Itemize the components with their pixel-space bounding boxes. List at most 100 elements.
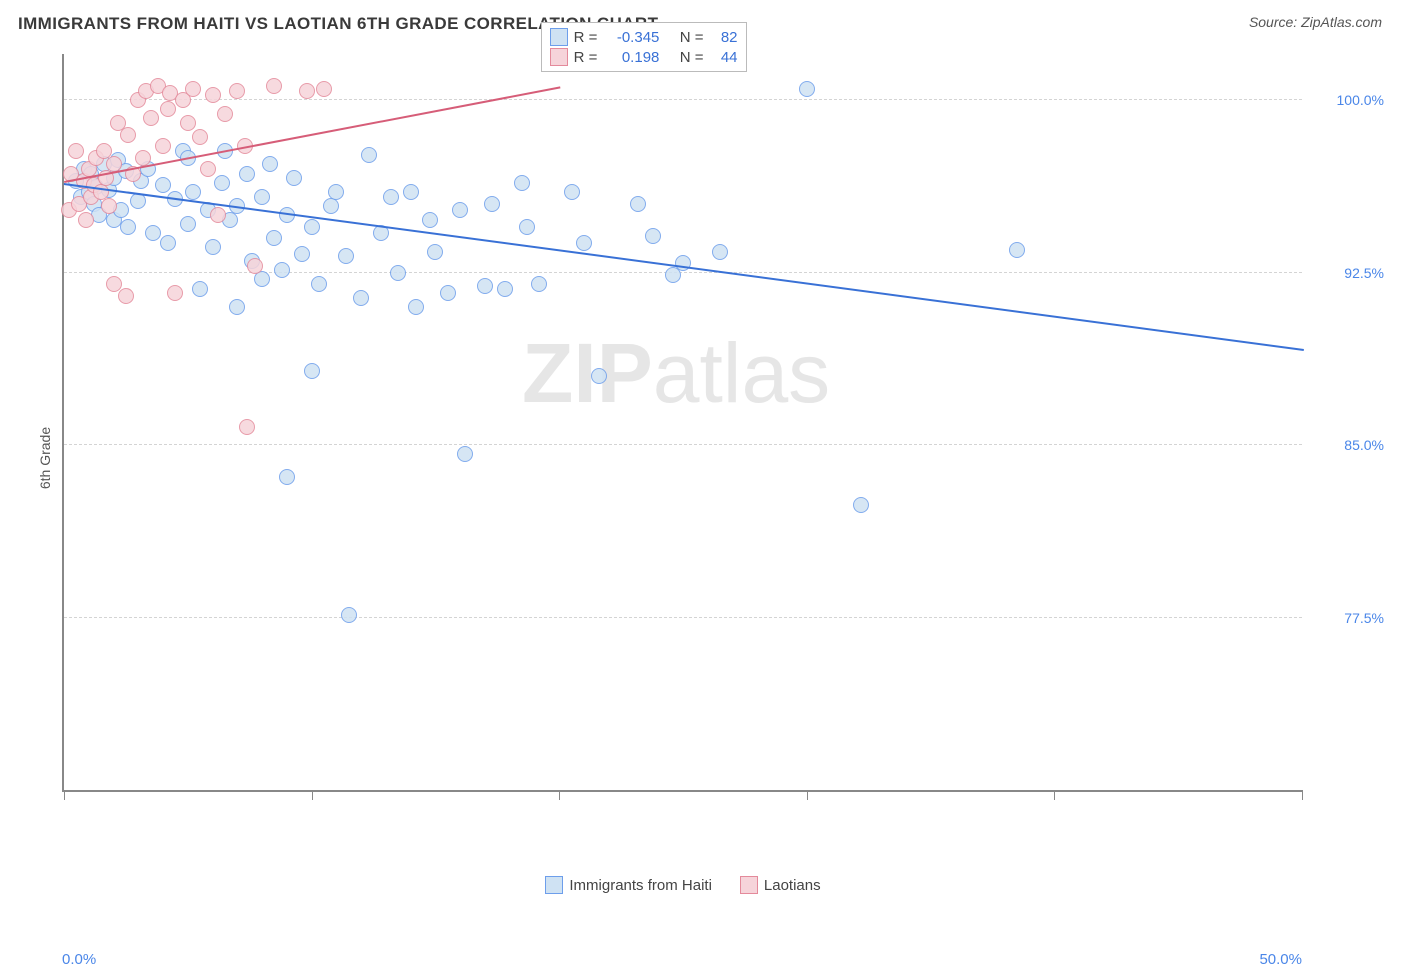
legend-stats: R = -0.345 N = 82 R = 0.198 N = 44 [541, 22, 747, 72]
swatch-icon [740, 876, 758, 894]
data-point [328, 184, 344, 200]
x-tick [64, 790, 65, 800]
stat-r-label: R = [574, 49, 598, 66]
y-tick-label: 100.0% [1310, 92, 1384, 108]
legend-stats-row: R = -0.345 N = 82 [548, 27, 740, 47]
data-point [160, 101, 176, 117]
x-axis-min-label: 0.0% [62, 951, 96, 968]
data-point [266, 78, 282, 94]
data-point [262, 156, 278, 172]
data-point [576, 235, 592, 251]
data-point [422, 212, 438, 228]
data-point [239, 166, 255, 182]
data-point [304, 363, 320, 379]
data-point [341, 607, 357, 623]
data-point [274, 262, 290, 278]
data-point [180, 115, 196, 131]
x-tick [807, 790, 808, 800]
data-point [167, 285, 183, 301]
data-point [180, 216, 196, 232]
data-point [192, 129, 208, 145]
legend-stats-row: R = 0.198 N = 44 [548, 47, 740, 67]
data-point [135, 150, 151, 166]
stat-r-value: 0.198 [603, 49, 659, 66]
data-point [630, 196, 646, 212]
data-point [118, 288, 134, 304]
data-point [514, 175, 530, 191]
legend-item: Immigrants from Haiti [545, 876, 712, 894]
data-point [675, 255, 691, 271]
data-point [155, 138, 171, 154]
data-point [338, 248, 354, 264]
swatch-icon [550, 48, 568, 66]
plot-area: Immigrants from HaitiLaotians 100.0%92.5… [62, 54, 1302, 792]
stat-n-value: 44 [710, 49, 738, 66]
data-point [484, 196, 500, 212]
stat-r-value: -0.345 [603, 29, 659, 46]
y-axis-label: 6th Grade [37, 427, 53, 489]
chart-area: 6th Grade Immigrants from HaitiLaotians … [18, 54, 1388, 862]
legend-label: Immigrants from Haiti [569, 877, 712, 894]
data-point [286, 170, 302, 186]
data-point [120, 219, 136, 235]
data-point [853, 497, 869, 513]
data-point [299, 83, 315, 99]
watermark: ZIPatlas [522, 325, 830, 422]
x-tick [559, 790, 560, 800]
swatch-icon [550, 28, 568, 46]
data-point [254, 189, 270, 205]
gridline: 100.0% [64, 99, 1302, 100]
data-point [294, 246, 310, 262]
stat-n-label: N = [680, 49, 704, 66]
data-point [390, 265, 406, 281]
data-point [210, 207, 226, 223]
data-point [440, 285, 456, 301]
data-point [200, 161, 216, 177]
data-point [266, 230, 282, 246]
data-point [353, 290, 369, 306]
source-label: Source: ZipAtlas.com [1249, 14, 1382, 30]
data-point [120, 127, 136, 143]
data-point [229, 299, 245, 315]
y-tick-label: 85.0% [1310, 437, 1384, 453]
data-point [229, 83, 245, 99]
data-point [185, 81, 201, 97]
legend-bottom: Immigrants from HaitiLaotians [64, 876, 1302, 894]
data-point [383, 189, 399, 205]
data-point [239, 419, 255, 435]
data-point [497, 281, 513, 297]
data-point [304, 219, 320, 235]
data-point [311, 276, 327, 292]
data-point [101, 198, 117, 214]
data-point [519, 219, 535, 235]
data-point [205, 87, 221, 103]
stat-n-label: N = [680, 29, 704, 46]
data-point [254, 271, 270, 287]
data-point [361, 147, 377, 163]
y-tick-label: 77.5% [1310, 610, 1384, 626]
data-point [564, 184, 580, 200]
data-point [457, 446, 473, 462]
stat-n-value: 82 [710, 29, 738, 46]
data-point [279, 469, 295, 485]
data-point [427, 244, 443, 260]
x-axis-max-label: 50.0% [1259, 951, 1302, 968]
x-tick [312, 790, 313, 800]
data-point [1009, 242, 1025, 258]
data-point [214, 175, 230, 191]
x-tick [1302, 790, 1303, 800]
data-point [185, 184, 201, 200]
data-point [408, 299, 424, 315]
data-point [452, 202, 468, 218]
data-point [712, 244, 728, 260]
data-point [205, 239, 221, 255]
data-point [68, 143, 84, 159]
data-point [217, 106, 233, 122]
stat-r-label: R = [574, 29, 598, 46]
data-point [143, 110, 159, 126]
data-point [160, 235, 176, 251]
data-point [247, 258, 263, 274]
data-point [645, 228, 661, 244]
data-point [531, 276, 547, 292]
data-point [323, 198, 339, 214]
